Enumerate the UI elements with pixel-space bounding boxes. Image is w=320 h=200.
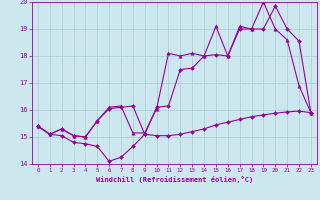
X-axis label: Windchill (Refroidissement éolien,°C): Windchill (Refroidissement éolien,°C)	[96, 176, 253, 183]
